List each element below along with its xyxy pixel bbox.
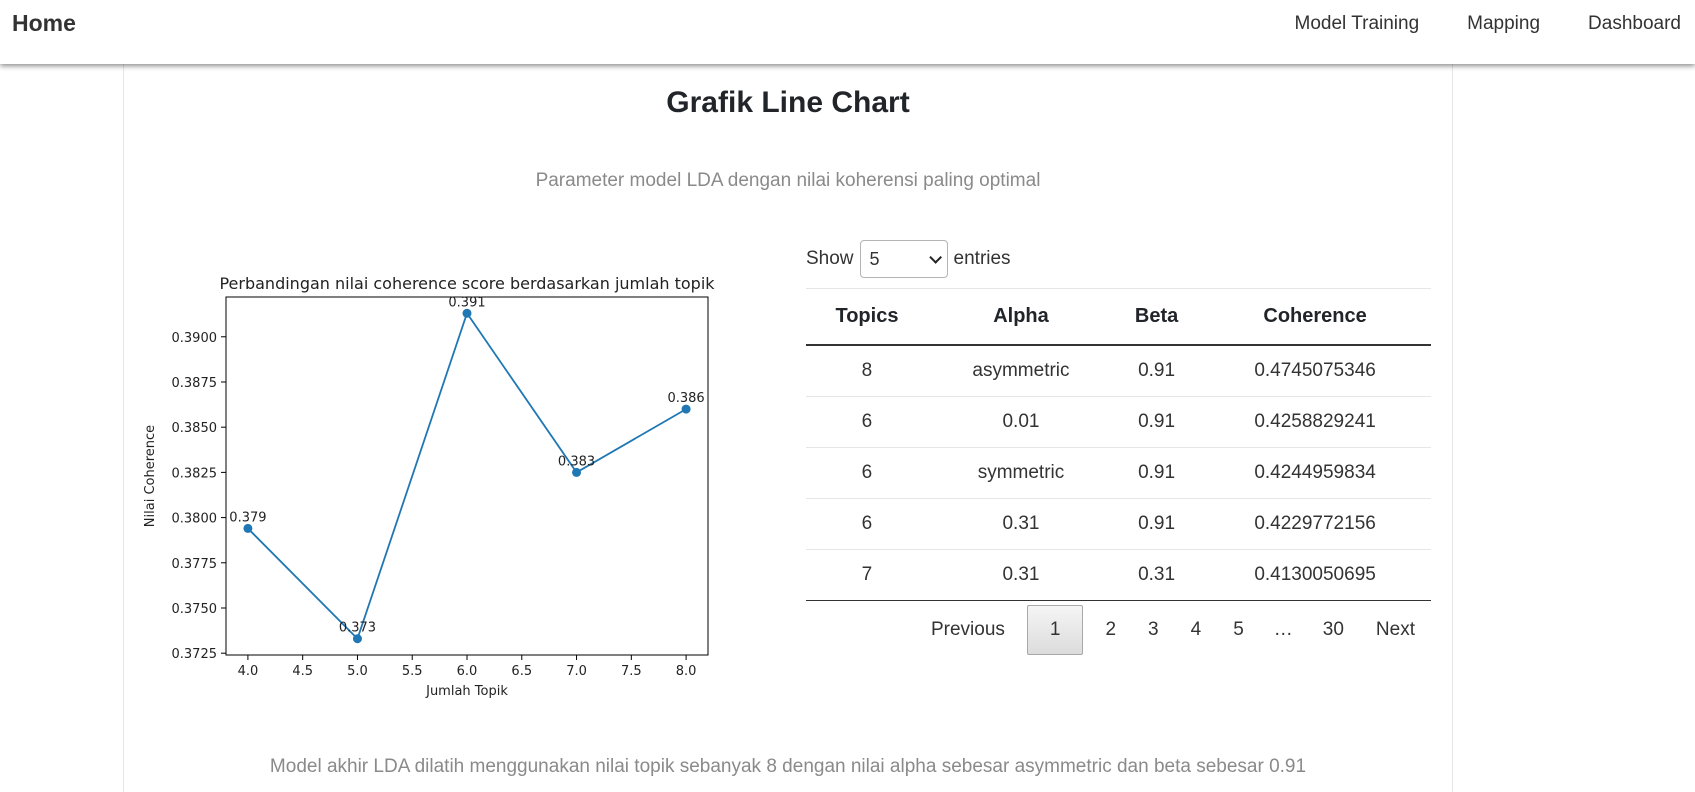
cell-alpha: 0.31 <box>927 498 1114 550</box>
pagination-page-2[interactable]: 2 <box>1105 619 1117 640</box>
nav-link-mapping[interactable]: Mapping <box>1467 13 1541 34</box>
data-point <box>572 467 582 477</box>
x-tick-label: 5.0 <box>347 664 368 679</box>
cell-coherence: 0.4745075346 <box>1199 345 1431 397</box>
cell-coherence: 0.4244959834 <box>1199 447 1431 499</box>
cell-topics: 6 <box>806 498 928 550</box>
main-container: Grafik Line Chart Parameter model LDA de… <box>123 64 1453 792</box>
column-header-topics[interactable]: Topics <box>806 288 928 346</box>
show-label: Show <box>806 248 854 269</box>
x-axis-label: Jumlah Topik <box>425 684 508 699</box>
cell-beta: 0.91 <box>1114 447 1200 499</box>
y-tick-label: 0.3850 <box>172 421 218 436</box>
table-row: 6 0.31 0.91 0.4229772156 <box>806 498 1431 550</box>
table-row: 8 asymmetric 0.91 0.4745075346 <box>806 345 1431 397</box>
x-tick-label: 4.0 <box>238 664 259 679</box>
cell-beta: 0.91 <box>1114 396 1200 448</box>
cell-coherence: 0.4130050695 <box>1199 549 1431 601</box>
x-tick-label: 6.5 <box>511 664 532 679</box>
y-tick-label: 0.3900 <box>172 331 218 346</box>
pagination-page-3[interactable]: 3 <box>1148 619 1159 640</box>
cell-topics: 8 <box>806 345 928 397</box>
page-title: Grafik Line Chart <box>666 86 910 119</box>
data-label: 0.383 <box>558 454 595 469</box>
column-header-coherence[interactable]: Coherence <box>1199 288 1431 346</box>
plot-frame <box>225 296 709 656</box>
cell-beta: 0.31 <box>1114 549 1200 601</box>
page-size-select[interactable]: 5 <box>859 240 948 278</box>
x-tick-label: 5.5 <box>402 664 423 679</box>
home-link[interactable]: Home <box>12 10 76 36</box>
column-header-alpha[interactable]: Alpha <box>927 288 1114 346</box>
table-row: 6 0.01 0.91 0.4258829241 <box>806 396 1431 448</box>
pagination-page-30[interactable]: 30 <box>1322 619 1344 640</box>
coherence-line-chart: Perbandingan nilai coherence score berda… <box>143 274 715 699</box>
y-tick-label: 0.3875 <box>172 376 218 391</box>
cell-beta: 0.91 <box>1114 498 1200 550</box>
x-tick-label: 7.5 <box>621 664 642 679</box>
pagination-page-4[interactable]: 4 <box>1190 619 1202 640</box>
y-tick-label: 0.3775 <box>172 557 218 572</box>
pagination: Previous 1 2 3 4 5 … 30 Next <box>806 605 1431 655</box>
cell-coherence: 0.4258829241 <box>1199 396 1431 448</box>
model-summary-text: Model akhir LDA dilatih menggunakan nila… <box>269 756 1307 777</box>
page-size-value: 5 <box>869 248 880 269</box>
column-header-beta[interactable]: Beta <box>1114 288 1200 346</box>
y-axis-label: Nilai Coherence <box>143 425 158 527</box>
y-tick-label: 0.3825 <box>172 466 218 481</box>
cell-beta: 0.91 <box>1114 345 1200 397</box>
y-tick-label: 0.3750 <box>172 602 218 617</box>
data-point <box>681 404 691 414</box>
chart-title: Perbandingan nilai coherence score berda… <box>219 274 715 293</box>
x-tick-label: 8.0 <box>676 664 697 679</box>
entries-label: entries <box>953 248 1011 269</box>
pagination-page-5[interactable]: 5 <box>1233 619 1244 640</box>
data-label: 0.379 <box>229 510 266 525</box>
series-line <box>247 311 687 641</box>
pagination-ellipsis: … <box>1273 619 1293 640</box>
table-header-row: Topics Alpha Beta Coherence <box>806 288 1431 346</box>
x-tick-label: 7.0 <box>566 664 587 679</box>
cell-alpha: 0.31 <box>927 549 1114 601</box>
top-navbar: Home Model Training Mapping Dashboard <box>0 0 1695 64</box>
results-table-section: Show 5 entries Topics Alpha Beta Coheren… <box>806 240 1431 655</box>
data-point <box>352 634 362 644</box>
y-tick-label: 0.3800 <box>172 512 218 527</box>
y-tick-label: 0.3725 <box>172 647 218 662</box>
cell-alpha: asymmetric <box>927 345 1114 397</box>
chevron-down-icon <box>928 250 942 264</box>
pagination-page-1[interactable]: 1 <box>1026 605 1084 655</box>
pagination-next[interactable]: Next <box>1375 619 1415 640</box>
cell-topics: 6 <box>806 396 928 448</box>
nav-link-dashboard[interactable]: Dashboard <box>1588 13 1681 34</box>
cell-topics: 6 <box>806 447 928 499</box>
data-label: 0.386 <box>667 391 704 406</box>
entries-control: Show 5 entries <box>806 240 1431 278</box>
cell-topics: 7 <box>806 549 928 601</box>
data-point <box>462 308 472 318</box>
data-point <box>243 523 253 533</box>
cell-coherence: 0.4229772156 <box>1199 498 1431 550</box>
nav-links: Model Training Mapping Dashboard <box>1247 13 1681 35</box>
cell-alpha: 0.01 <box>927 396 1114 448</box>
nav-link-model-training[interactable]: Model Training <box>1294 13 1420 34</box>
page-subtitle: Parameter model LDA dengan nilai koheren… <box>535 170 1041 191</box>
table-row: 7 0.31 0.31 0.4130050695 <box>806 549 1431 601</box>
table-row: 6 symmetric 0.91 0.4244959834 <box>806 447 1431 499</box>
x-tick-label: 4.5 <box>292 664 313 679</box>
cell-alpha: symmetric <box>927 447 1114 499</box>
data-label: 0.391 <box>448 295 485 310</box>
coherence-table: Topics Alpha Beta Coherence 8 asymmetric… <box>806 288 1431 601</box>
x-tick-label: 6.0 <box>457 664 478 679</box>
pagination-previous[interactable]: Previous <box>930 619 1005 640</box>
data-label: 0.373 <box>339 621 376 636</box>
